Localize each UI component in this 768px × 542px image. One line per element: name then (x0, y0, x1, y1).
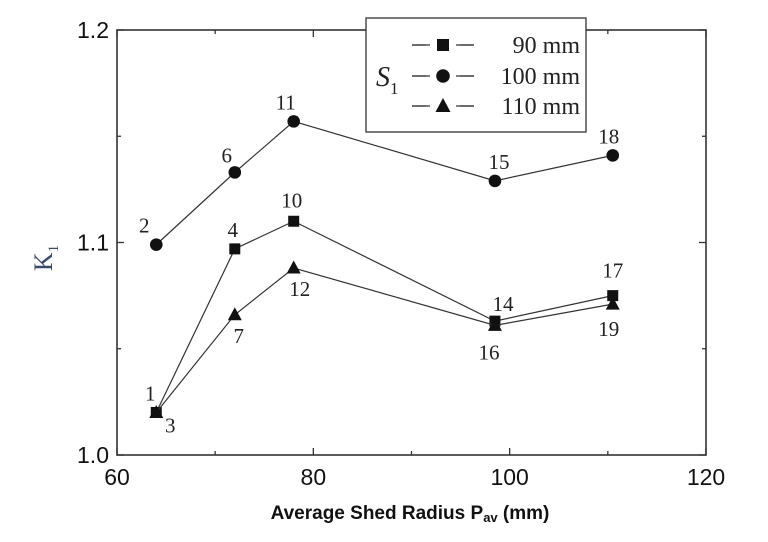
data-point-circle (228, 166, 242, 179)
data-point-square (288, 215, 300, 227)
series-line-circle (155, 120, 613, 246)
data-point-square (229, 243, 241, 255)
legend-marker-square (437, 39, 449, 51)
legend-marker-triangle (435, 98, 451, 112)
data-point-circle (606, 149, 620, 162)
legend-title-sub: 1 (390, 79, 399, 98)
x-axis-label-unit: (mm) (498, 503, 550, 524)
point-label: 18 (598, 124, 619, 148)
point-label: 11 (276, 90, 296, 114)
point-label: 6 (222, 143, 233, 167)
data-point-triangle (487, 317, 502, 331)
data-point-triangle (605, 296, 620, 310)
x-axis-label-sub: av (483, 510, 498, 525)
point-label: 1 (145, 382, 156, 406)
point-label: 19 (598, 317, 619, 341)
legend-marker-circle (436, 69, 450, 83)
x-tick-label: 60 (104, 464, 130, 490)
data-point-circle (149, 238, 163, 251)
point-label: 16 (478, 340, 499, 364)
legend-label: 90 mm (513, 33, 581, 59)
point-label: 2 (139, 214, 150, 238)
y-axis-label-text: K (29, 252, 58, 271)
y-tick-label: 1.1 (77, 230, 109, 256)
data-point-square (607, 290, 619, 302)
data-point-triangle (227, 307, 242, 321)
legend-box (365, 17, 587, 133)
point-label: 3 (165, 414, 176, 438)
legend-title: S1 (376, 62, 399, 98)
point-label: 7 (234, 324, 245, 348)
y-tick-label: 1.2 (77, 17, 109, 43)
x-axis-label: Average Shed Radius Pav (mm) (271, 503, 550, 525)
point-label: 14 (492, 292, 514, 316)
point-label: 15 (488, 150, 509, 174)
x-axis-label-text: Average Shed Radius P (271, 503, 484, 524)
x-tick-label: 120 (687, 464, 725, 490)
legend-title-text: S (376, 62, 390, 93)
data-point-circle (287, 115, 301, 128)
series-line-triangle (155, 267, 613, 413)
data-point-triangle (149, 405, 164, 418)
y-tick-label: 1.0 (77, 442, 109, 468)
legend-label: 100 mm (501, 64, 581, 90)
point-label: 4 (228, 218, 239, 242)
point-label: 12 (289, 277, 310, 301)
x-tick-label: 100 (490, 464, 528, 490)
data-point-circle (488, 174, 502, 188)
y-axis-label-sub: 1 (46, 245, 62, 253)
y-axis-label: K1 (29, 245, 62, 271)
legend-label: 110 mm (502, 94, 581, 120)
point-label: 17 (602, 259, 623, 283)
data-point-triangle (286, 260, 301, 274)
point-label: 10 (281, 188, 302, 212)
x-tick-label: 80 (301, 464, 327, 490)
